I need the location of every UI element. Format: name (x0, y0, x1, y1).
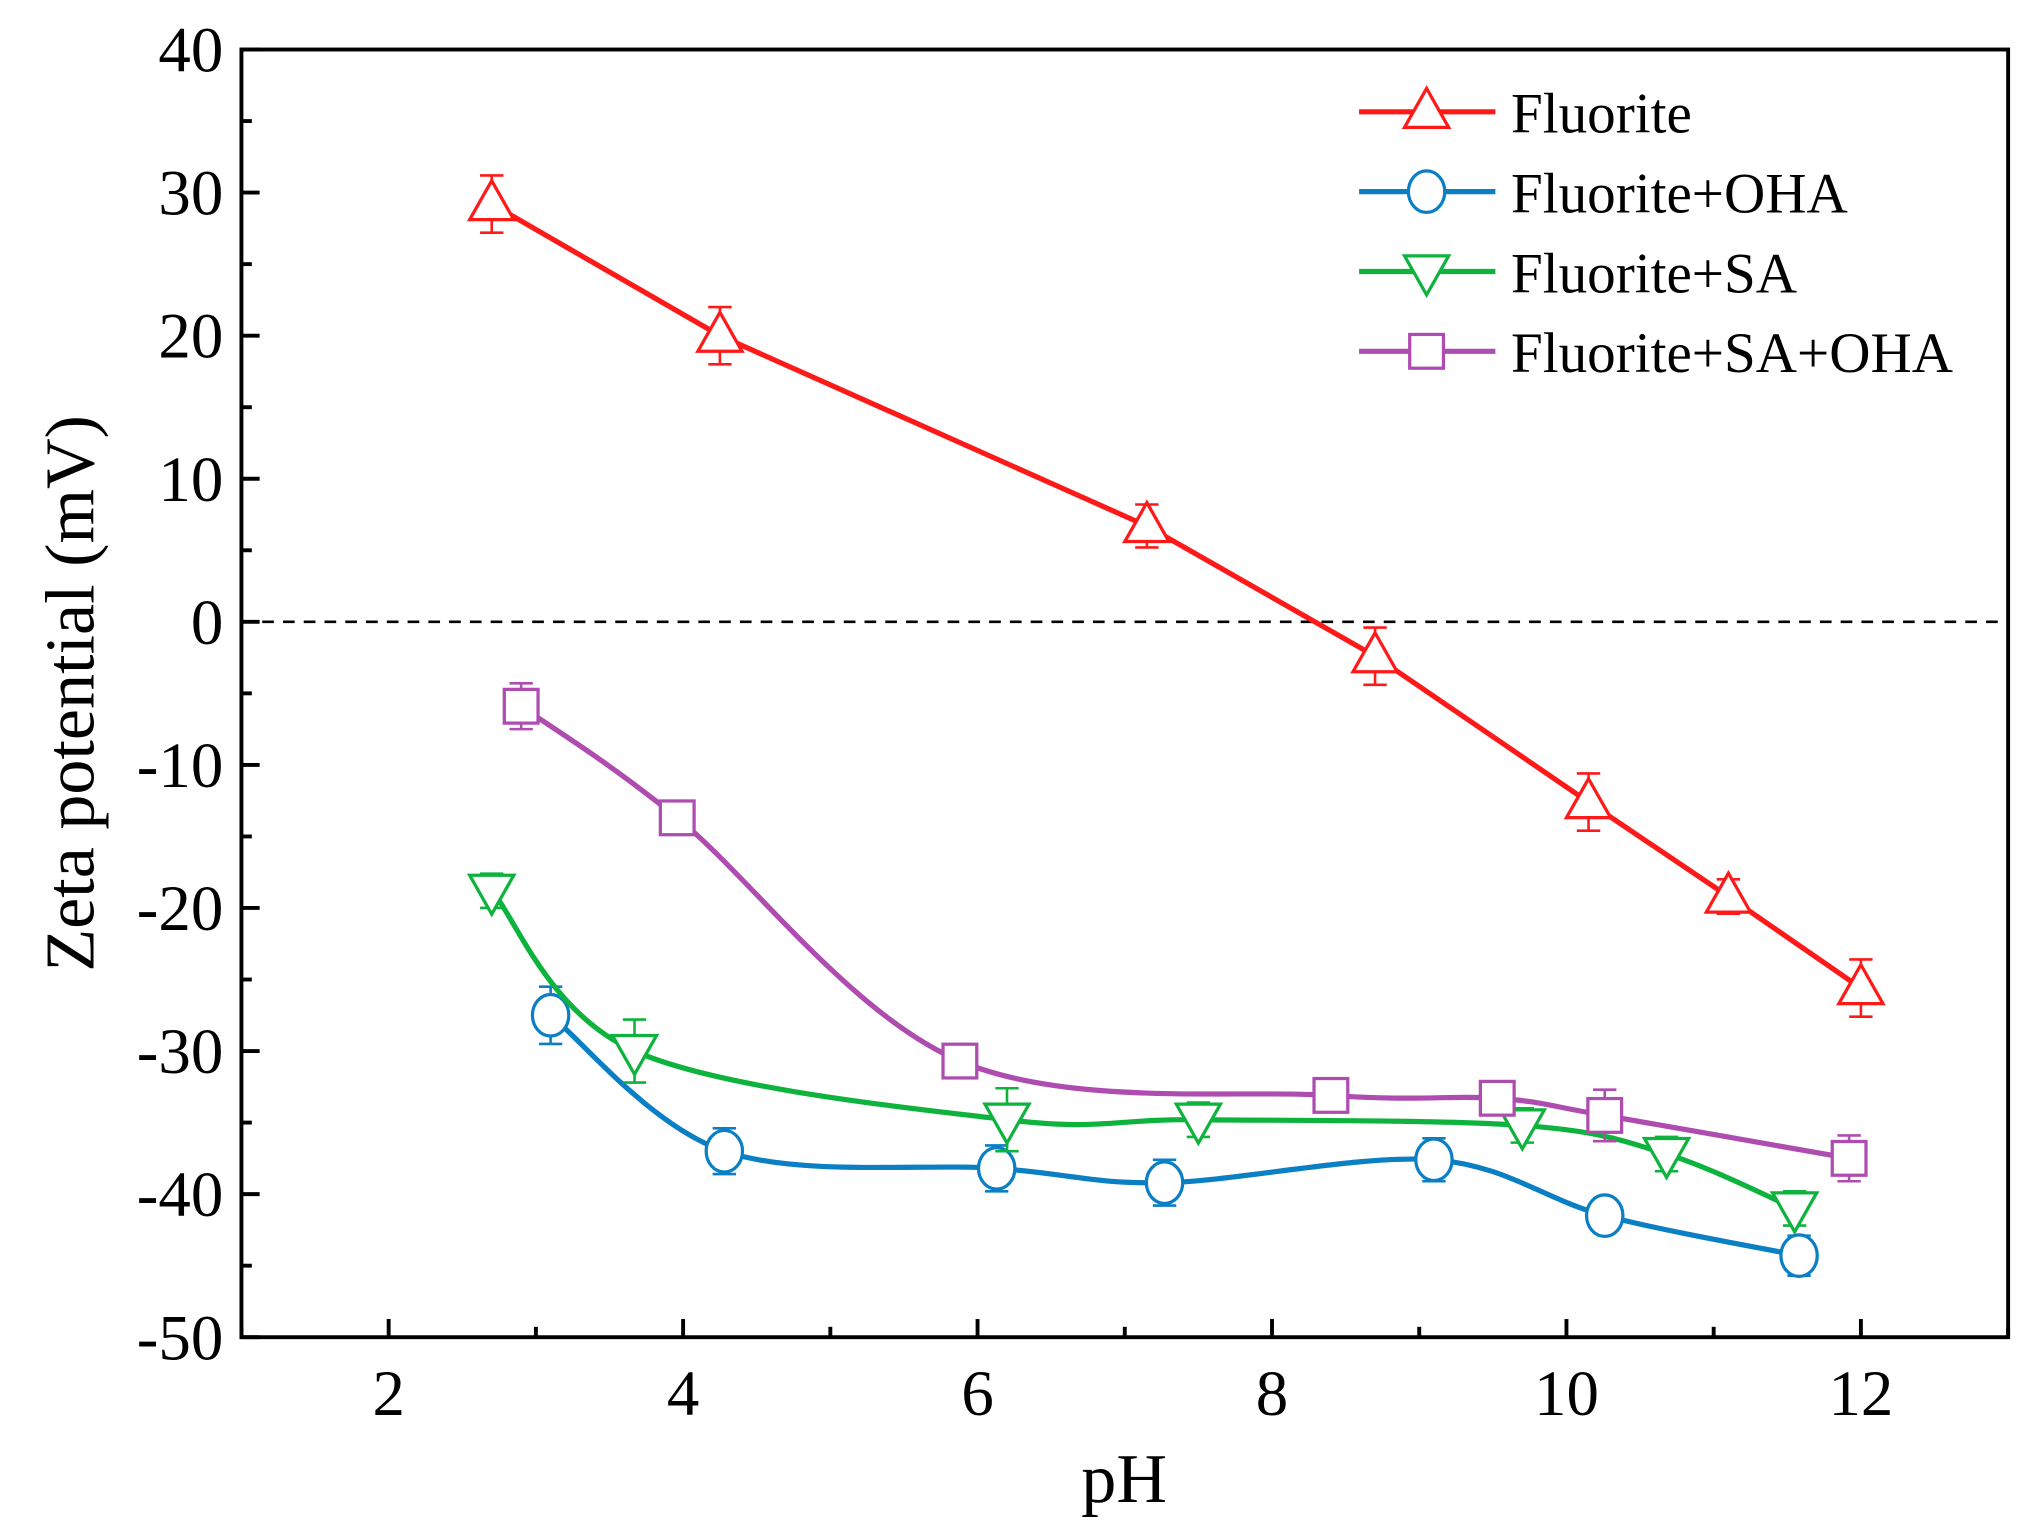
series-fluorite-oha (530, 985, 1819, 1279)
y-tick-label: -20 (137, 873, 223, 945)
triangle-up-marker (1350, 629, 1400, 674)
triangle-up-marker (1122, 499, 1172, 544)
y-tick-label: -50 (137, 1302, 223, 1374)
triangle-up-marker (695, 309, 745, 353)
square-marker (941, 1042, 979, 1080)
legend-item: Fluorite+SA+OHA (1359, 322, 1953, 385)
series-fluorite-sa-oha (502, 682, 1868, 1183)
square-marker (502, 687, 540, 725)
y-tick-label: 20 (158, 301, 223, 373)
legend-label: Fluorite+SA+OHA (1511, 322, 1953, 385)
series-fluorite (466, 174, 1886, 1019)
triangle-down-marker (609, 1033, 660, 1078)
y-tick-label: 40 (158, 15, 223, 87)
triangle-up-marker (466, 177, 517, 222)
y-tick-label: 0 (191, 587, 223, 659)
square-marker (1586, 1096, 1624, 1134)
triangle-up-marker (1563, 775, 1614, 820)
circle-marker (976, 1145, 1017, 1191)
square-marker (1312, 1076, 1350, 1114)
legend: Fluorite Fluorite+OHA Fluorite+SA Fluorite+… (1359, 83, 1953, 385)
circle-marker (1779, 1233, 1819, 1279)
triangle-down-marker (466, 873, 517, 918)
legend-item: Fluorite+SA (1359, 242, 1797, 305)
x-tick-label: 12 (1828, 1358, 1893, 1430)
legend-label: Fluorite+SA (1511, 242, 1797, 305)
y-tick-label: 10 (158, 444, 223, 516)
y-tick-label: -10 (137, 730, 223, 802)
x-tick-label: 4 (667, 1358, 699, 1430)
x-axis-label: pH (1081, 1441, 1167, 1518)
square-marker (1830, 1139, 1868, 1177)
x-tick-label: 2 (372, 1358, 404, 1430)
square-marker (658, 799, 696, 837)
triangle-down-marker (1641, 1136, 1692, 1181)
x-tick-label: 8 (1256, 1358, 1288, 1430)
series-fluorite-sa (466, 872, 1820, 1236)
series-line (519, 704, 1850, 1161)
triangle-down-marker (1497, 1108, 1548, 1153)
square-marker (1408, 332, 1446, 370)
triangle-down-marker (982, 1102, 1032, 1147)
circle-marker (1584, 1193, 1625, 1238)
triangle-down-marker (1769, 1191, 1820, 1236)
square-marker (1478, 1079, 1516, 1117)
y-tick-label: -30 (137, 1016, 223, 1088)
legend-item: Fluorite (1359, 83, 1692, 146)
triangle-down-marker (1173, 1102, 1224, 1147)
legend-label: Fluorite+OHA (1511, 162, 1848, 225)
y-tick-label: -40 (137, 1159, 223, 1231)
legend-item: Fluorite+OHA (1359, 162, 1848, 225)
circle-marker (1414, 1137, 1454, 1183)
circle-marker (530, 992, 571, 1038)
triangle-up-marker (1836, 961, 1886, 1006)
y-tick-label: 30 (158, 158, 223, 230)
circle-marker (704, 1128, 745, 1174)
x-tick-label: 6 (961, 1358, 993, 1430)
circle-marker (1406, 169, 1447, 215)
circle-marker (1144, 1160, 1185, 1206)
legend-label: Fluorite (1511, 83, 1692, 146)
triangle-down-marker (1401, 254, 1452, 299)
triangle-up-marker (1703, 869, 1754, 914)
y-axis-label: Zeta potential (mV) (32, 415, 109, 972)
series-line (489, 889, 1796, 1211)
x-tick-label: 10 (1534, 1358, 1599, 1430)
triangle-up-marker (1401, 85, 1452, 130)
